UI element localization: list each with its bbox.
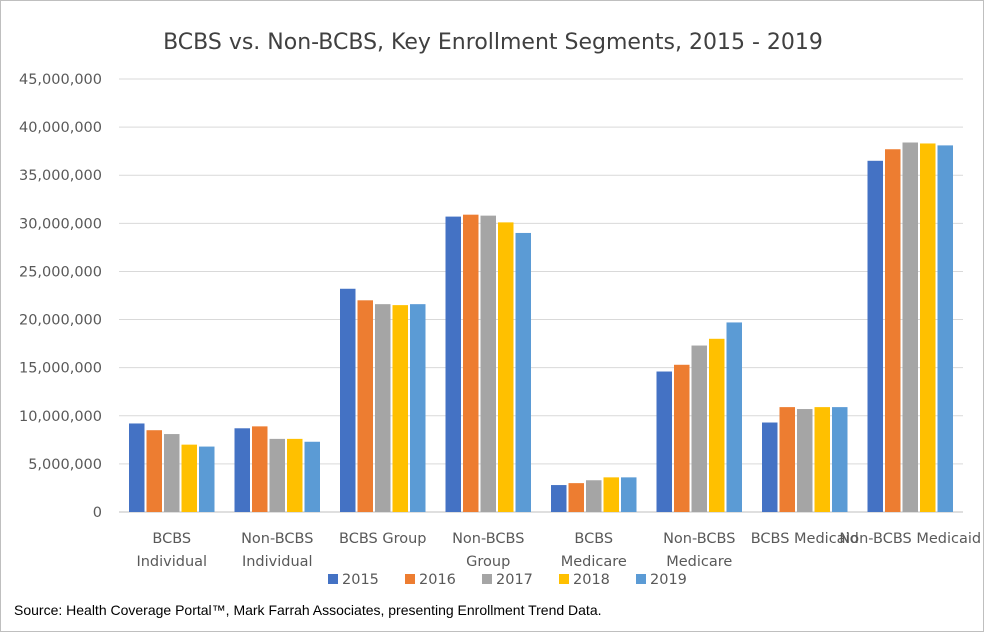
legend-label: 2017 — [496, 572, 533, 588]
bar-2019 — [304, 441, 320, 512]
bar-2017 — [691, 345, 707, 512]
bar-2015 — [551, 485, 567, 512]
y-tick-label: 45,000,000 — [19, 72, 102, 88]
bar-2016 — [674, 364, 690, 512]
bar-2018 — [181, 444, 197, 512]
bar-2018 — [498, 222, 514, 513]
bar-2016 — [463, 214, 479, 512]
legend-swatch-2016 — [405, 574, 415, 584]
bar-2016 — [146, 430, 162, 512]
bar-2018 — [709, 338, 725, 512]
x-category-label: BCBS — [574, 531, 613, 547]
y-tick-label: 25,000,000 — [19, 264, 102, 280]
bar-2019 — [410, 304, 426, 512]
legend-swatch-2015 — [328, 574, 338, 584]
bar-2019 — [726, 322, 742, 512]
y-tick-label: 5,000,000 — [28, 457, 102, 473]
bar-2015 — [445, 216, 461, 512]
y-tick-label: 35,000,000 — [19, 168, 102, 184]
bar-2018 — [287, 438, 303, 512]
bar-2019 — [621, 477, 637, 512]
x-category-label: Medicare — [666, 554, 732, 570]
bar-2015 — [762, 422, 778, 512]
y-tick-label: 40,000,000 — [19, 120, 102, 136]
bar-2017 — [586, 480, 602, 512]
bar-2018 — [814, 407, 830, 512]
x-category-label: BCBS Group — [339, 531, 426, 547]
bar-2016 — [779, 407, 795, 512]
source-note: Source: Health Coverage Portal™, Mark Fa… — [14, 602, 602, 618]
x-category-label: Non-BCBS — [241, 531, 313, 547]
y-tick-label: 30,000,000 — [19, 216, 102, 232]
bar-2019 — [515, 232, 531, 512]
bar-2015 — [656, 371, 672, 512]
bar-2015 — [867, 160, 883, 513]
y-tick-label: 10,000,000 — [19, 409, 102, 425]
x-category-label: Group — [466, 554, 510, 570]
y-tick-label: 0 — [93, 505, 102, 521]
bar-2019 — [832, 407, 848, 512]
bar-2017 — [797, 409, 813, 512]
bar-2016 — [885, 149, 901, 512]
bar-2017 — [164, 434, 180, 512]
y-tick-label: 20,000,000 — [19, 313, 102, 329]
bar-2017 — [902, 142, 918, 513]
bar-chart: BCBS vs. Non-BCBS, Key Enrollment Segmen… — [19, 30, 981, 588]
bar-2018 — [920, 143, 936, 513]
chart-title: BCBS vs. Non-BCBS, Key Enrollment Segmen… — [163, 30, 823, 55]
x-category-label: Individual — [242, 554, 313, 570]
legend-label: 2015 — [342, 572, 379, 588]
bar-2016 — [568, 483, 584, 512]
legend-label: 2018 — [573, 572, 610, 588]
x-category-label: Non-BCBS — [452, 531, 524, 547]
bar-2017 — [269, 438, 285, 512]
legend-label: 2016 — [419, 572, 456, 588]
x-category-label: BCBS — [152, 531, 191, 547]
legend-swatch-2019 — [636, 574, 646, 584]
x-category-label: Non-BCBS — [663, 531, 735, 547]
bar-2015 — [340, 288, 356, 512]
bar-2017 — [480, 215, 496, 512]
x-category-label: Medicare — [561, 554, 627, 570]
bar-2019 — [937, 145, 953, 513]
bar-2016 — [252, 426, 268, 512]
x-category-label: Individual — [136, 554, 207, 570]
bar-2016 — [357, 300, 373, 512]
bar-2019 — [199, 446, 215, 512]
legend-swatch-2017 — [482, 574, 492, 584]
x-category-label: BCBS Medicaid — [751, 531, 859, 547]
bar-2015 — [234, 428, 250, 512]
bar-2017 — [375, 304, 391, 512]
x-category-label: Non-BCBS Medicaid — [839, 531, 981, 547]
bar-2015 — [129, 423, 145, 512]
y-tick-label: 15,000,000 — [19, 361, 102, 377]
legend-label: 2019 — [650, 572, 687, 588]
bar-2018 — [603, 477, 619, 512]
bar-2018 — [392, 305, 408, 512]
legend-swatch-2018 — [559, 574, 569, 584]
